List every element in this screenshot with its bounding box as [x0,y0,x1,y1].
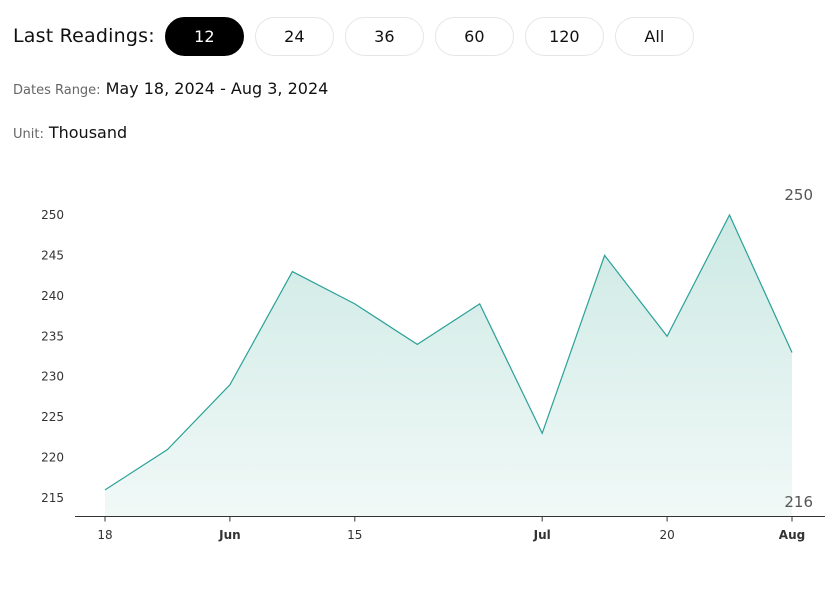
dates-range-label: Dates Range: [13,83,101,98]
x-tick-label: 15 [347,528,362,542]
range-button-120[interactable]: 120 [524,16,604,56]
dates-range-value: May 18, 2024 - Aug 3, 2024 [105,79,329,98]
x-tick-label: Aug [779,528,805,542]
y-tick-label: 245 [41,248,64,262]
dates-range-row: Dates Range: May 18, 2024 - Aug 3, 2024 [13,79,328,98]
y-tick-label: 220 [41,451,64,465]
range-button-12[interactable]: 12 [164,16,244,56]
y-tick-label: 235 [41,329,64,343]
range-button-60[interactable]: 60 [434,16,514,56]
y-axis-ticks: 215 220 225 230 235 240 245 250 [41,208,64,505]
y-tick-label: 250 [41,208,64,222]
x-axis-ticks: 18 Jun 15 Jul 20 Aug [97,516,805,542]
range-button-24[interactable]: 24 [254,16,334,56]
readings-toolbar: Last Readings: 12 24 36 60 120 All [13,16,705,56]
x-tick-label: Jun [218,528,241,542]
unit-row: Unit: Thousand [13,123,127,142]
min-value-label: 216 [784,493,813,511]
unit-value: Thousand [48,123,128,142]
series-line [104,213,793,491]
max-value-label: 250 [784,186,813,204]
x-tick-label: 20 [659,528,674,542]
range-button-all[interactable]: All [614,16,694,56]
unit-label: Unit: [13,127,44,142]
area-fill [105,215,792,517]
range-button-36[interactable]: 36 [344,16,424,56]
y-tick-label: 225 [41,410,64,424]
last-readings-label: Last Readings: [13,25,155,47]
y-tick-label: 215 [41,491,64,505]
x-tick-label: Jul [533,528,551,542]
y-tick-label: 240 [41,289,64,303]
x-tick-label: 18 [97,528,112,542]
y-tick-label: 230 [41,370,64,384]
